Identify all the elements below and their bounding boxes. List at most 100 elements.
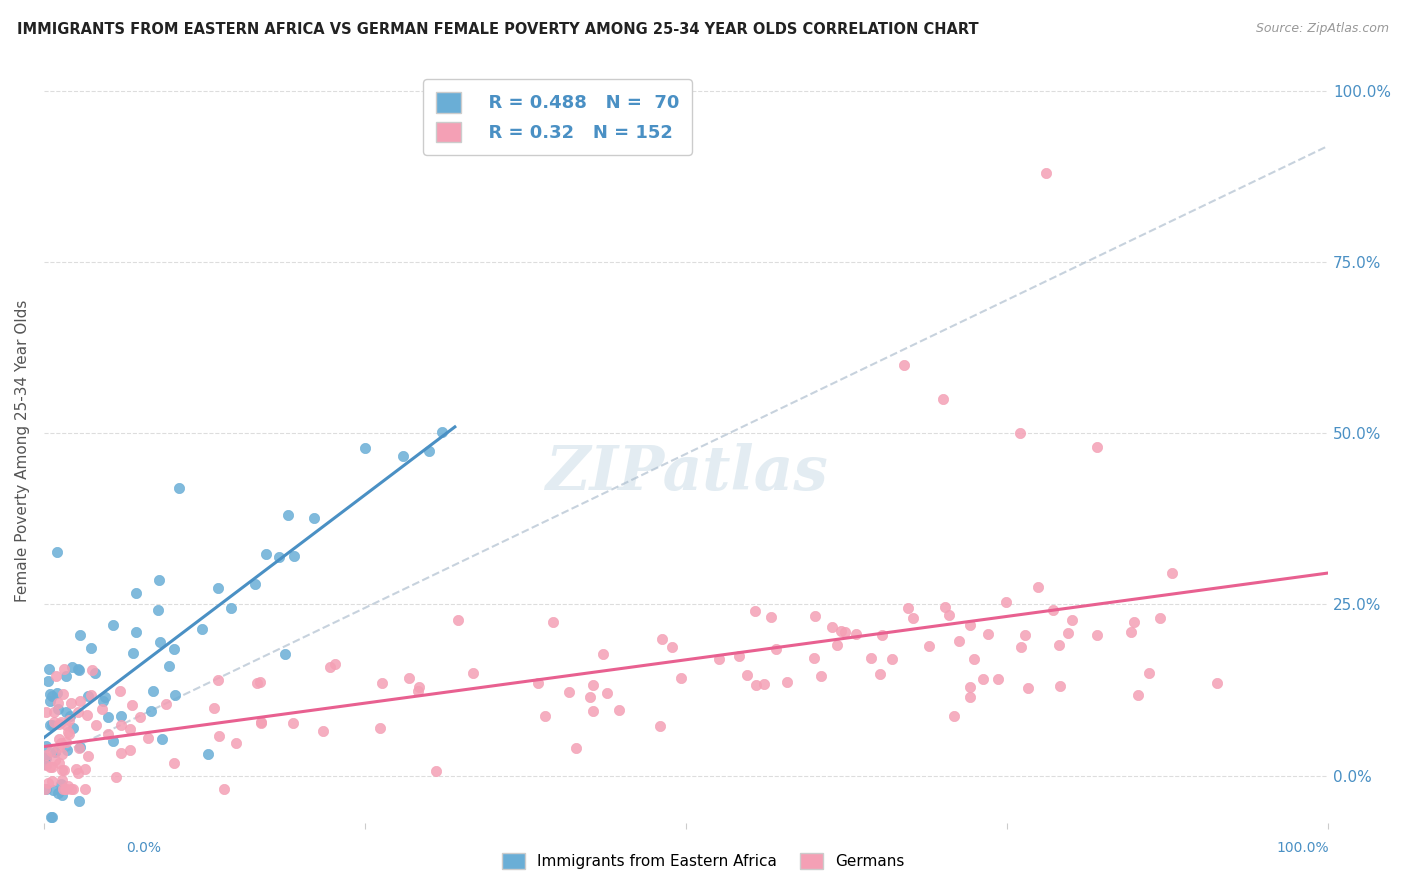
Point xyxy=(901,611,924,625)
Point xyxy=(759,610,782,624)
Point xyxy=(557,685,579,699)
Point xyxy=(53,763,76,777)
Point xyxy=(91,694,114,708)
Point xyxy=(60,660,83,674)
Point xyxy=(651,632,673,647)
Point xyxy=(269,549,291,564)
Point xyxy=(93,690,115,705)
Point xyxy=(118,743,141,757)
Point xyxy=(214,782,236,797)
Point xyxy=(55,735,77,749)
Point xyxy=(84,718,107,732)
Point xyxy=(243,577,266,591)
Point xyxy=(948,634,970,648)
Point xyxy=(41,689,63,703)
Point xyxy=(55,718,77,732)
Point xyxy=(39,744,62,758)
Point xyxy=(51,776,73,790)
Point xyxy=(1057,626,1080,640)
Point xyxy=(533,709,555,723)
Point xyxy=(39,694,62,708)
Point xyxy=(163,756,186,770)
Point xyxy=(67,663,90,677)
Point xyxy=(41,760,63,774)
Point xyxy=(579,690,602,704)
Point xyxy=(250,716,273,731)
Point xyxy=(34,756,56,771)
Point xyxy=(110,718,132,732)
Point xyxy=(96,710,118,724)
Point xyxy=(122,646,145,660)
Point xyxy=(191,622,214,636)
Point xyxy=(319,659,342,673)
Point xyxy=(35,758,58,772)
Point xyxy=(44,753,66,767)
Point xyxy=(408,684,430,698)
Point xyxy=(938,608,960,623)
Point xyxy=(136,731,159,745)
Point xyxy=(737,667,759,681)
Point xyxy=(53,782,76,797)
Point xyxy=(1123,615,1146,629)
Point xyxy=(52,662,75,676)
Point xyxy=(129,710,152,724)
Point xyxy=(834,625,856,640)
Point xyxy=(42,714,65,729)
Point xyxy=(959,690,981,704)
Point xyxy=(254,547,277,561)
Point xyxy=(48,732,70,747)
Point xyxy=(45,668,67,682)
Point xyxy=(155,698,177,712)
Point xyxy=(963,652,986,666)
Point xyxy=(221,601,243,615)
Point xyxy=(803,650,825,665)
Point xyxy=(69,694,91,708)
Point xyxy=(56,724,79,739)
Point xyxy=(354,442,377,456)
Point xyxy=(810,669,832,683)
Point xyxy=(207,673,229,687)
Point xyxy=(55,782,77,797)
Point xyxy=(249,674,271,689)
Point xyxy=(67,740,90,755)
Point xyxy=(225,736,247,750)
Point xyxy=(97,727,120,741)
Point xyxy=(371,676,394,690)
Point xyxy=(46,702,69,716)
Point xyxy=(35,739,58,753)
Point xyxy=(1014,627,1036,641)
Point xyxy=(893,358,915,372)
Point xyxy=(1062,614,1084,628)
Point xyxy=(845,626,868,640)
Point xyxy=(1206,675,1229,690)
Point xyxy=(55,705,77,719)
Point xyxy=(46,786,69,800)
Point xyxy=(246,676,269,690)
Point xyxy=(41,774,63,789)
Point xyxy=(39,687,62,701)
Point xyxy=(49,736,72,750)
Point xyxy=(110,746,132,760)
Point xyxy=(104,770,127,784)
Point xyxy=(44,705,66,719)
Point xyxy=(281,716,304,731)
Point xyxy=(312,724,335,739)
Point xyxy=(165,688,187,702)
Point xyxy=(283,549,305,563)
Point xyxy=(48,740,70,755)
Point xyxy=(55,669,77,683)
Point xyxy=(42,782,65,797)
Point xyxy=(80,688,103,702)
Point xyxy=(249,715,271,730)
Point xyxy=(67,794,90,808)
Point xyxy=(197,747,219,761)
Point xyxy=(765,642,787,657)
Point xyxy=(1085,628,1108,642)
Point xyxy=(66,705,89,719)
Point xyxy=(302,511,325,525)
Point xyxy=(425,764,447,779)
Point xyxy=(38,662,60,676)
Point xyxy=(56,779,79,793)
Legend:   R = 0.488   N =  70,   R = 0.32   N = 152: R = 0.488 N = 70, R = 0.32 N = 152 xyxy=(423,79,692,155)
Point xyxy=(150,731,173,746)
